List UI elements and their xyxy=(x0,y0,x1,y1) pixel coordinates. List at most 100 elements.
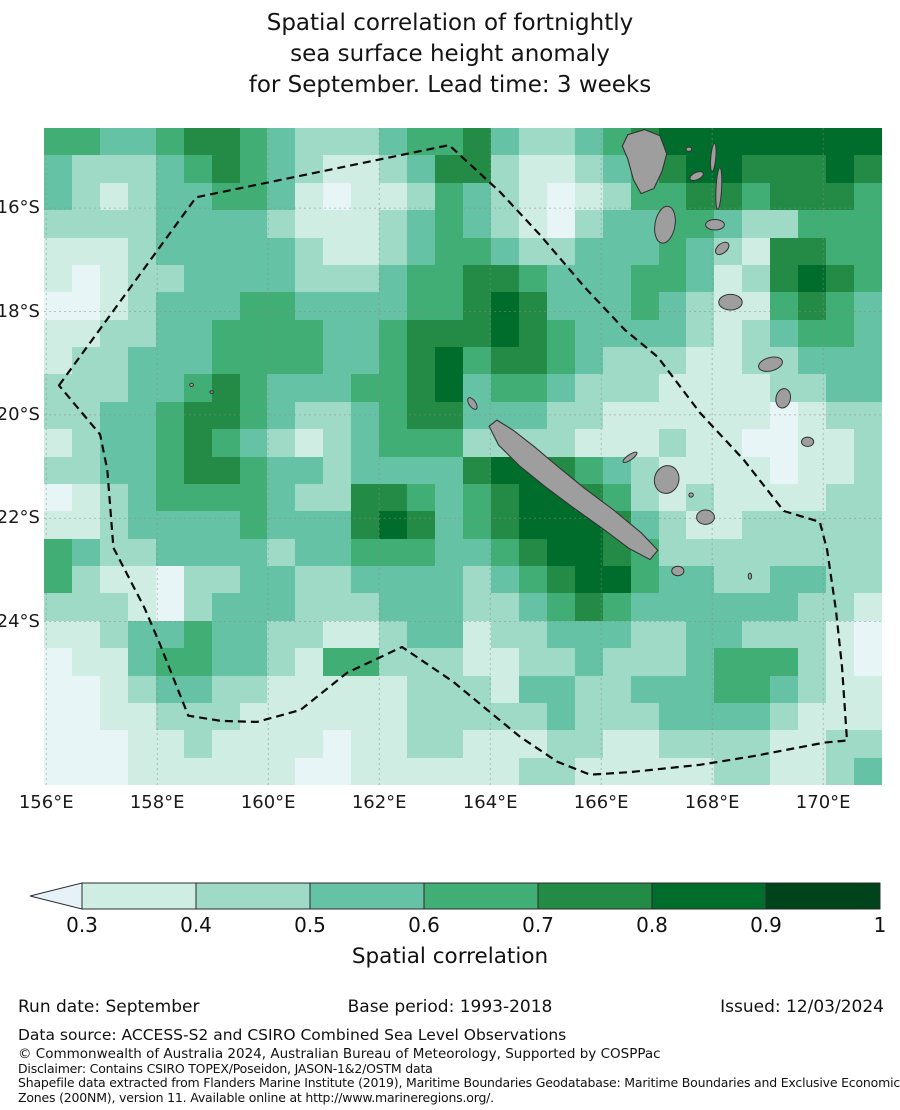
heatmap-cell xyxy=(742,264,771,293)
heatmap-cell xyxy=(770,566,799,594)
heatmap-cell xyxy=(826,319,855,347)
heatmap-cell xyxy=(211,702,240,731)
heatmap-cell xyxy=(686,620,715,649)
heatmap-cell xyxy=(826,292,855,320)
heatmap-cell xyxy=(351,648,380,676)
heatmap-cell xyxy=(323,347,352,375)
heatmap-cell xyxy=(462,456,491,484)
heatmap-cell xyxy=(407,620,436,649)
x-tick-label: 156°E xyxy=(18,792,74,813)
heatmap-cell xyxy=(658,511,687,539)
heatmap-cell xyxy=(630,730,659,758)
heatmap-cell xyxy=(462,128,491,156)
heatmap-cell xyxy=(183,456,212,484)
heatmap-cell xyxy=(602,374,631,402)
heatmap-cell xyxy=(826,264,855,293)
heatmap-cell xyxy=(351,483,380,512)
heatmap-cell xyxy=(127,237,156,265)
heatmap-cell xyxy=(351,319,380,347)
heatmap-cell xyxy=(435,210,463,238)
heatmap-cell xyxy=(323,429,352,457)
heatmap-cell xyxy=(267,210,296,238)
heatmap-cell xyxy=(183,319,212,347)
heatmap-cell xyxy=(742,429,771,457)
heatmap-cell xyxy=(770,483,799,512)
heatmap-cell xyxy=(462,648,491,676)
heatmap-cell xyxy=(323,401,352,430)
heatmap-cell xyxy=(323,511,352,539)
heatmap-cell xyxy=(44,730,72,758)
heatmap-cell xyxy=(155,730,184,758)
heatmap-cell xyxy=(798,566,827,594)
heatmap-cell xyxy=(490,483,519,512)
heatmap-cell xyxy=(546,182,575,211)
heatmap-cell xyxy=(407,182,436,211)
heatmap-cell xyxy=(323,374,352,402)
heatmap-cell xyxy=(351,210,380,238)
heatmap-cell xyxy=(435,237,463,265)
heatmap-cell xyxy=(798,374,827,402)
heatmap-cell xyxy=(407,374,436,402)
heatmap-cell xyxy=(44,511,72,539)
colorbar-underflow-arrow xyxy=(29,882,83,910)
heatmap-cell xyxy=(99,566,128,594)
heatmap-cell xyxy=(798,757,827,785)
heatmap-cell xyxy=(44,483,72,512)
heatmap-cell xyxy=(71,483,100,512)
heatmap-cell xyxy=(686,648,715,676)
heatmap-cell xyxy=(518,128,547,156)
heatmap-cell xyxy=(435,128,463,156)
title-line-1: Spatial correlation of fortnightly xyxy=(266,10,634,36)
heatmap-cell xyxy=(798,456,827,484)
heatmap-cell xyxy=(44,401,72,430)
heatmap-cell xyxy=(574,593,603,621)
heatmap-cell xyxy=(99,347,128,375)
heatmap-cell xyxy=(518,182,547,211)
heatmap-cell xyxy=(295,374,324,402)
heatmap-cell xyxy=(798,483,827,512)
heatmap-cell xyxy=(602,292,631,320)
heatmap-cell xyxy=(379,566,408,594)
heatmap-cell xyxy=(630,319,659,347)
heatmap-cell xyxy=(267,648,296,676)
heatmap-cell xyxy=(854,757,882,785)
heatmap-cell xyxy=(407,264,436,293)
heatmap-cell xyxy=(379,730,408,758)
heatmap-cell xyxy=(211,182,240,211)
heatmap-cell xyxy=(742,210,771,238)
heatmap-cell xyxy=(379,483,408,512)
heatmap-cell xyxy=(854,566,882,594)
heatmap-cell xyxy=(546,566,575,594)
heatmap-cell xyxy=(490,155,519,183)
heatmap-cell xyxy=(435,264,463,293)
heatmap-cell xyxy=(127,319,156,347)
heatmap-cell xyxy=(44,128,72,156)
map-overlay xyxy=(44,128,882,785)
heatmap-cell xyxy=(183,374,212,402)
heatmap-cell xyxy=(574,347,603,375)
y-tick-label: 20°S xyxy=(0,403,40,425)
heatmap-cell xyxy=(323,566,352,594)
heatmap-cell xyxy=(826,483,855,512)
colorbar-tick-label: 0.4 xyxy=(180,913,212,937)
heatmap-cell xyxy=(546,155,575,183)
heatmap-cell xyxy=(546,538,575,566)
heatmap-cell xyxy=(267,675,296,703)
heatmap-cell xyxy=(183,292,212,320)
heatmap-cell xyxy=(714,702,743,731)
colorbar-tick-label: 0.5 xyxy=(294,913,326,937)
heatmap-cell xyxy=(407,538,436,566)
heatmap-cell xyxy=(854,237,882,265)
heatmap-cell xyxy=(546,730,575,758)
heatmap-cell xyxy=(71,128,100,156)
heatmap-cell xyxy=(742,648,771,676)
heatmap-cell xyxy=(379,401,408,430)
x-tick-label: 160°E xyxy=(240,792,296,813)
heatmap-cell xyxy=(211,675,240,703)
heatmap-cell xyxy=(490,648,519,676)
heatmap-cell xyxy=(155,319,184,347)
heatmap-cell xyxy=(854,675,882,703)
island-grande-terre xyxy=(488,419,659,561)
base-period-text: Base period: 1993-2018 xyxy=(347,997,553,1017)
heatmap-cell xyxy=(658,374,687,402)
